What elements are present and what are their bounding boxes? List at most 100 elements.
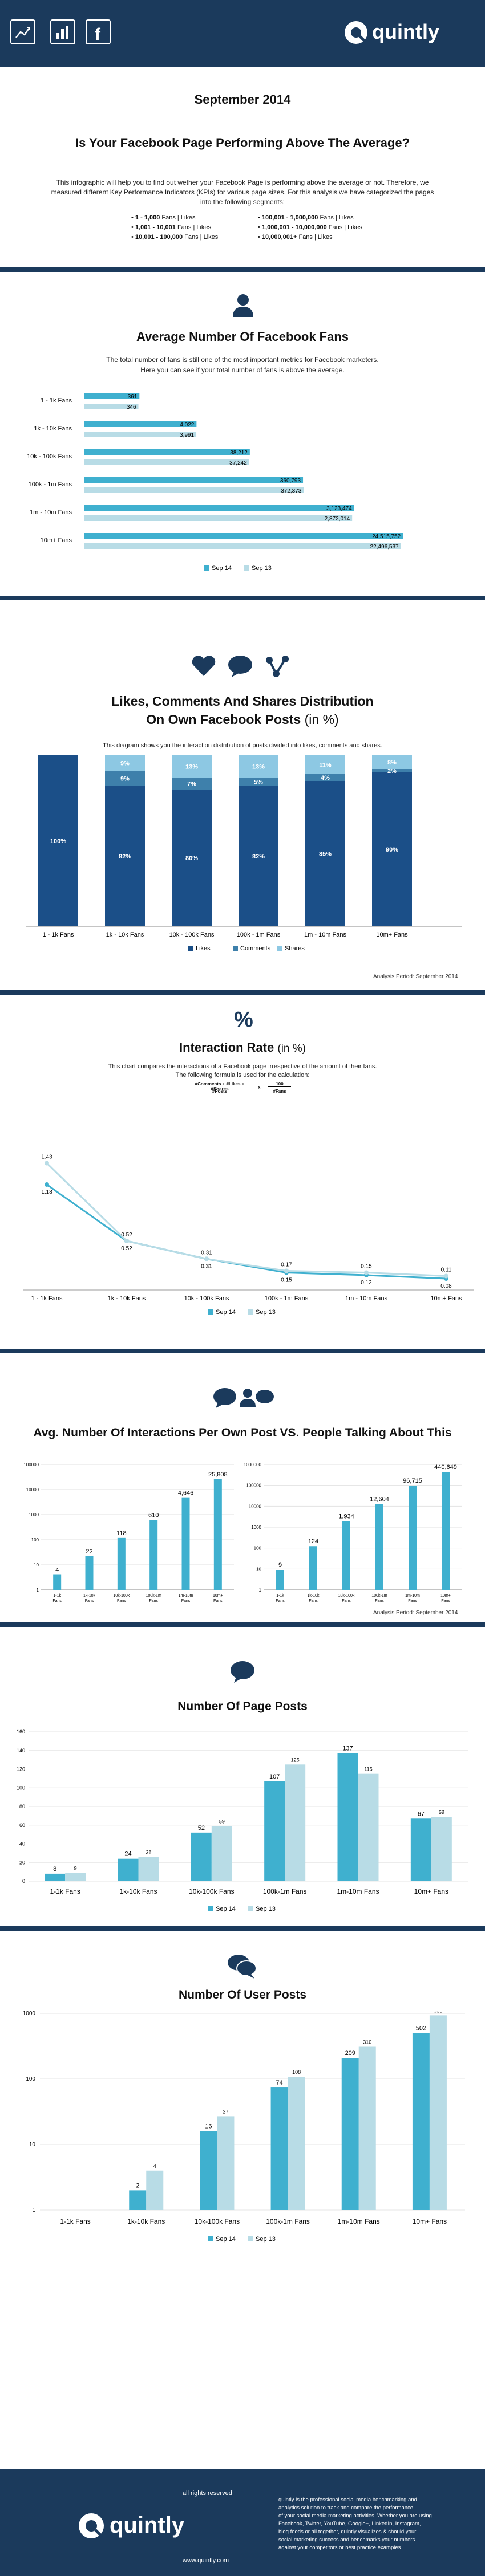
user-posts-category-label: 100k-1m Fans: [266, 2217, 310, 2225]
fans-bar-sep13: [84, 515, 353, 521]
rate-value-label: 0.12: [361, 1280, 372, 1286]
rate-text-2: The following formula is used for the ca…: [175, 1072, 310, 1079]
y-tick-label: 40: [19, 1841, 25, 1847]
heart-icon: [191, 654, 217, 680]
y-tick-label: 10: [29, 2142, 36, 2148]
talking-chart: 110100100010000100000100000091-1kFans124…: [244, 1462, 462, 1603]
user-posts-bar-sep13: [217, 2116, 235, 2210]
interactions-bar: [149, 1520, 158, 1590]
rate-point: [45, 1161, 49, 1166]
distribution-text: This diagram shows you the interaction d…: [103, 742, 382, 749]
chart-icon[interactable]: [10, 19, 35, 44]
interactions-bar: [117, 1537, 126, 1590]
share-icon: [264, 654, 290, 680]
user-posts-bar-sep13: [146, 2170, 164, 2210]
page-posts-bar-sep13: [65, 1873, 86, 1881]
bar-chart-icon[interactable]: [50, 19, 75, 44]
facebook-icon[interactable]: f: [86, 19, 111, 44]
legend-swatch: [277, 946, 282, 951]
page-posts-bar-sep13: [358, 1773, 379, 1881]
page-posts-title: Number Of Page Posts: [177, 1700, 308, 1713]
distribution-value-label: 2%: [387, 768, 397, 775]
rate-category-label: 1m - 10m Fans: [345, 1295, 387, 1302]
interactions-value-label: 4,646: [178, 1490, 194, 1497]
y-tick-label: 100: [26, 2076, 35, 2082]
fans-bar-sep14: [84, 505, 354, 511]
interactions-bar: [53, 1574, 62, 1590]
date-heading: September 2014: [194, 92, 291, 107]
footer-logo[interactable]: quintly: [78, 2509, 209, 2543]
fans-value-sep14: 38,212: [230, 450, 248, 456]
distribution-segment-likes: [105, 786, 145, 926]
y-tick-label: 140: [17, 1748, 25, 1753]
page-posts-chart: 0 20 40 60 80 100 120 140 160 8 9 1-1k Fans 24 26 1k-1…: [17, 1729, 468, 1912]
rate-panel: % Interaction Rate (in %) This chart com…: [0, 995, 485, 1349]
distribution-segment-shares: [172, 755, 212, 778]
fans-bar-sep14: [84, 393, 140, 399]
user-posts-bar-sep14: [270, 2087, 288, 2210]
category-label: 10k-100k: [338, 1594, 355, 1598]
page-posts-bar-sep14: [264, 1781, 285, 1881]
page-posts-panel: Number Of Page Posts 0 20 40 60 80 100 120 140 1…: [0, 1627, 485, 1926]
distribution-segment-likes: [172, 790, 212, 926]
category-label: 1-1k: [53, 1594, 61, 1598]
distribution-value-label: 4%: [321, 775, 330, 782]
interactions-panel: Avg. Number Of Interactions Per Own Post…: [0, 1353, 485, 1622]
talking-bar: [309, 1546, 317, 1590]
page-posts-bar-sep13: [211, 1826, 232, 1881]
interactions-title: Avg. Number Of Interactions Per Own Post…: [33, 1426, 452, 1439]
segment-item: • 1,001 - 10,001 Fans | Likes: [131, 224, 212, 231]
segment-item: • 1,000,001 - 10,000,000 Fans | Likes: [258, 224, 362, 231]
talking-value-label: 96,715: [403, 1478, 422, 1484]
rate-category-label: 1 - 1k Fans: [31, 1295, 63, 1302]
distribution-value-label: 7%: [187, 781, 196, 788]
interactions-value-label: 25,808: [208, 1471, 228, 1478]
distribution-value-label: 8%: [387, 759, 397, 766]
user-posts-value-label: 108: [292, 2069, 301, 2075]
user-posts-title: Number Of User Posts: [178, 1988, 307, 2001]
fans-bar-sep14: [84, 477, 304, 483]
user-posts-category-label: 10k-100k Fans: [195, 2217, 240, 2225]
fans-value-sep14: 3,123,474: [326, 506, 352, 512]
footer-url[interactable]: www.quintly.com: [183, 2557, 229, 2564]
talking-bar: [342, 1521, 350, 1590]
y-tick-label: 1000: [29, 1512, 39, 1517]
svg-text:f: f: [95, 25, 101, 43]
quintly-logo[interactable]: quintly: [342, 17, 474, 48]
user-posts-value-label: 209: [345, 2050, 355, 2057]
rate-point: [364, 1270, 369, 1275]
rate-category-label: 10k - 100k Fans: [184, 1295, 229, 1302]
page-posts-bar-sep14: [337, 1753, 358, 1881]
distribution-segment-likes: [38, 755, 78, 926]
user-posts-chart: 1 10 100 1000 1-1k Fans 2 4 1k-10k Fans 16 27 10k-…: [23, 2011, 465, 2243]
category-label: 10m+: [213, 1594, 223, 1598]
fans-bar-sep13: [84, 487, 304, 493]
user-posts-value-label: 502: [416, 2025, 426, 2032]
category-label: 10m+: [440, 1594, 451, 1598]
category-label: 100k-1m: [146, 1594, 161, 1598]
y-tick-label: 80: [19, 1804, 25, 1809]
fans-text-2: Here you can see if your total number of…: [140, 366, 345, 374]
page-posts-bar-sep14: [45, 1873, 66, 1881]
segment-list-left: • 1 - 1,000 Fans | Likes • 1,001 - 10,00…: [131, 213, 218, 242]
distribution-category-label: 100k - 1m Fans: [237, 931, 281, 938]
category-label: Fans: [85, 1599, 94, 1603]
user-posts-value-label: 310: [363, 2039, 371, 2045]
rate-point: [204, 1256, 209, 1261]
category-label: Fans: [375, 1599, 384, 1603]
talking-value-label: 440,649: [434, 1464, 457, 1471]
distribution-value-label: 90%: [386, 847, 398, 853]
legend-swatch: [188, 946, 193, 951]
distribution-category-label: 1 - 1k Fans: [42, 931, 74, 938]
comment-icon: [229, 1660, 256, 1686]
fans-panel: Average Number Of Facebook Fans The tota…: [0, 272, 485, 596]
fans-value-sep14: 361: [128, 394, 138, 400]
page-posts-value-label: 26: [146, 1849, 151, 1855]
y-tick-label: 100000: [23, 1462, 39, 1467]
distribution-segment-comments: [372, 769, 412, 772]
comments-icon: [226, 1954, 258, 1981]
distribution-panel: Likes, Comments And Shares Distribution …: [0, 600, 485, 990]
distribution-segment-likes: [305, 781, 345, 926]
page-posts-category-label: 1-1k Fans: [50, 1887, 80, 1895]
segment-item: • 100,001 - 1,000,000 Fans | Likes: [258, 214, 354, 221]
